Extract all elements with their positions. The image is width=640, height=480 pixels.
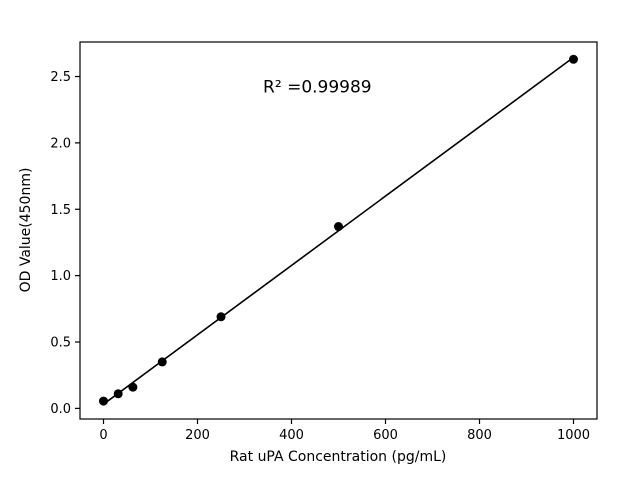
y-tick-label: 0.5: [50, 336, 71, 351]
x-tick-label: 0: [99, 428, 107, 443]
y-tick-label: 2.0: [50, 136, 71, 151]
data-point: [334, 222, 343, 232]
y-axis-label: OD Value(450nm): [18, 168, 34, 293]
data-point: [216, 312, 226, 322]
x-axis-label: Rat uPA Concentration (pg/mL): [230, 449, 447, 465]
data-point: [128, 382, 138, 392]
y-tick-label: 0.0: [50, 402, 71, 417]
data-point: [99, 396, 108, 406]
data-series: [99, 54, 578, 406]
data-point: [157, 357, 167, 367]
axis-ticks: 0 200 400 600 800 1000 0.0 0.5 1.0 1.5 2.0 2.5: [50, 70, 590, 443]
x-tick-label: 1000: [557, 428, 590, 443]
axes-frame: [79, 41, 598, 420]
x-tick-label: 600: [373, 428, 398, 443]
y-tick-label: 2.5: [50, 70, 71, 85]
x-tick-label: 400: [279, 428, 304, 443]
r-squared-annotation: R² =0.99989: [263, 77, 372, 97]
data-point: [569, 54, 578, 64]
x-tick-label: 800: [467, 428, 492, 443]
data-point: [113, 389, 123, 399]
y-tick-label: 1.0: [50, 269, 71, 284]
y-tick-label: 1.5: [50, 203, 71, 218]
x-tick-label: 200: [185, 428, 210, 443]
